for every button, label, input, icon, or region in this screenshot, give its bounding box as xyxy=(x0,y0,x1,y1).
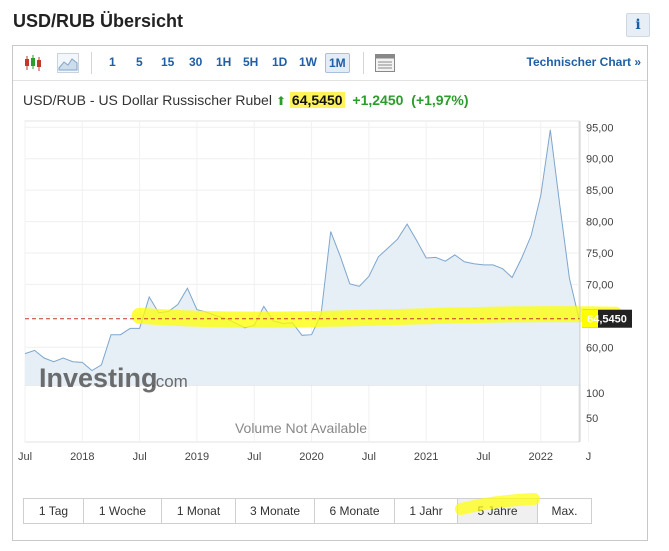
up-arrow-icon: ⬆ xyxy=(275,94,287,108)
price-line xyxy=(24,129,580,372)
x-tick-label: Jul xyxy=(18,451,32,463)
interval-1h[interactable]: 1H xyxy=(216,55,232,69)
info-button[interactable]: i xyxy=(626,13,650,37)
watermark-logo: Investing xyxy=(39,363,158,393)
y-tick-label: 70,00 xyxy=(586,279,614,291)
x-tick-label: 2021 xyxy=(414,451,438,463)
range-3-months[interactable]: 3 Monate xyxy=(236,499,315,523)
volume-not-available: Volume Not Available xyxy=(235,420,367,436)
x-tick-label: Jul xyxy=(362,451,376,463)
y-tick-label: 90,00 xyxy=(586,154,614,166)
range-1-day[interactable]: 1 Tag xyxy=(24,499,84,523)
range-6-months[interactable]: 6 Monate xyxy=(315,499,395,523)
interval-1[interactable]: 1 xyxy=(109,55,116,69)
range-1-year[interactable]: 1 Jahr xyxy=(395,499,458,523)
chart-toolbar: 1 5 15 30 1H 5H 1D 1W 1M Technischer Cha… xyxy=(13,46,647,81)
range-1-month[interactable]: 1 Monat xyxy=(162,499,236,523)
x-tick-label: 2019 xyxy=(185,451,209,463)
range-selector: 1 Tag 1 Woche 1 Monat 3 Monate 6 Monate … xyxy=(23,498,592,524)
price-chart[interactable]: Investing.com Volume Not Available 95,00 90… xyxy=(13,46,647,486)
last-price: 64,5450 xyxy=(289,92,345,108)
current-price-highlight xyxy=(582,309,598,328)
interval-1m[interactable]: 1M xyxy=(325,53,350,73)
x-tick-label: J xyxy=(586,451,592,463)
area-chart-icon[interactable] xyxy=(57,53,79,73)
y-tick-label: 75,00 xyxy=(586,248,614,260)
x-tick-label: 2018 xyxy=(70,451,94,463)
x-tick-label: Jul xyxy=(133,451,147,463)
y-tick-label: 95,00 xyxy=(586,122,614,134)
page-title: USD/RUB Übersicht xyxy=(13,11,184,31)
y-tick-label: 80,00 xyxy=(586,217,614,229)
technical-chart-link[interactable]: Technischer Chart » xyxy=(526,55,641,69)
interval-5[interactable]: 5 xyxy=(136,55,143,69)
interval-1w[interactable]: 1W xyxy=(299,55,317,69)
range-5-years[interactable]: 5 Jahre xyxy=(458,499,538,523)
watermark-suffix: .com xyxy=(151,372,188,391)
toolbar-separator xyxy=(91,52,92,74)
range-max[interactable]: Max. xyxy=(551,504,578,518)
x-tick-label: 2022 xyxy=(529,451,553,463)
x-tick-label: 2020 xyxy=(299,451,323,463)
interval-15[interactable]: 15 xyxy=(161,55,175,69)
price-change-percent: (+1,97%) xyxy=(411,92,469,108)
candlestick-icon[interactable] xyxy=(22,53,44,73)
quote-line: USD/RUB - US Dollar Russischer Rubel ⬆ 64… xyxy=(23,92,469,108)
current-price-label: 64,5450 xyxy=(587,314,627,326)
interval-5h[interactable]: 5H xyxy=(243,55,259,69)
interval-30[interactable]: 30 xyxy=(189,55,203,69)
x-tick-label: Jul xyxy=(476,451,490,463)
layout-icon[interactable] xyxy=(374,53,396,73)
interval-1d[interactable]: 1D xyxy=(272,55,288,69)
instrument-name: USD/RUB - US Dollar Russischer Rubel xyxy=(23,92,272,108)
y-tick-label: 85,00 xyxy=(586,185,614,197)
toolbar-separator xyxy=(363,52,364,74)
range-1-week[interactable]: 1 Woche xyxy=(84,499,162,523)
chart-widget: 1 5 15 30 1H 5H 1D 1W 1M Technischer Cha… xyxy=(12,45,648,541)
volume-tick-label: 50 xyxy=(586,413,598,425)
volume-tick-label: 100 xyxy=(586,388,604,400)
price-change: +1,2450 xyxy=(352,92,404,108)
y-tick-label: 60,00 xyxy=(586,342,614,354)
x-tick-label: Jul xyxy=(247,451,261,463)
